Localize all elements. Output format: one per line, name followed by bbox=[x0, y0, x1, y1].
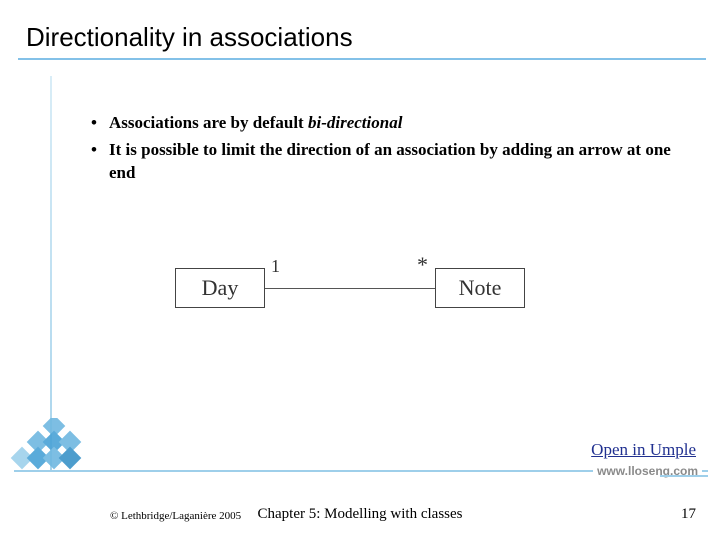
title-underline bbox=[18, 58, 706, 60]
uml-diagram: Day Note 1 * bbox=[175, 250, 525, 330]
uml-multiplicity-left: 1 bbox=[271, 256, 280, 277]
uml-association-line bbox=[265, 288, 435, 289]
bullet-emphasis: bi-directional bbox=[308, 113, 402, 132]
uml-class-day: Day bbox=[175, 268, 265, 308]
bullet-text: It is possible to limit the direction of… bbox=[109, 140, 671, 182]
footer-chapter: Chapter 5: Modelling with classes bbox=[0, 506, 720, 523]
bullet-text: Associations are by default bbox=[109, 113, 308, 132]
side-accent-line bbox=[50, 76, 52, 470]
footer-page-number: 17 bbox=[681, 506, 696, 523]
bullet-list: Associations are by default bi-direction… bbox=[85, 112, 675, 189]
uml-class-note: Note bbox=[435, 268, 525, 308]
bullet-item: It is possible to limit the direction of… bbox=[85, 139, 675, 185]
corner-decoration-icon bbox=[10, 418, 100, 508]
uml-multiplicity-right: * bbox=[417, 252, 428, 278]
open-in-umple-link[interactable]: Open in Umple bbox=[591, 440, 696, 460]
bullet-item: Associations are by default bi-direction… bbox=[85, 112, 675, 135]
footer-divider-tail bbox=[660, 475, 708, 477]
slide: Directionality in associations Associati… bbox=[0, 0, 720, 540]
slide-title: Directionality in associations bbox=[26, 22, 353, 53]
